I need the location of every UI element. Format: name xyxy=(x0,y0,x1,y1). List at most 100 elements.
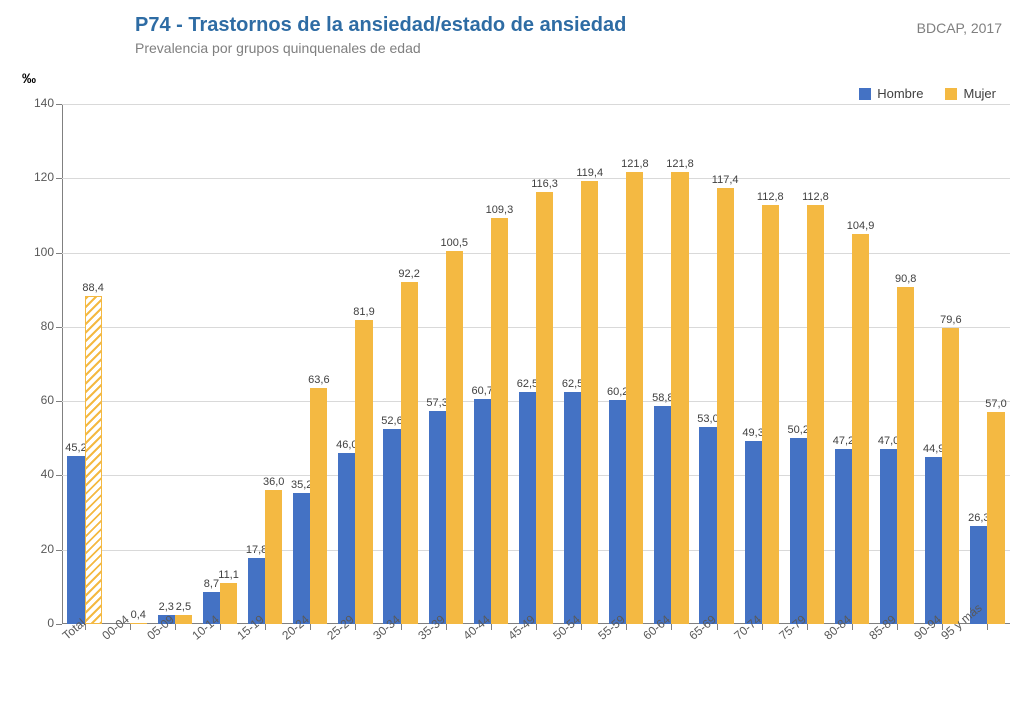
bar xyxy=(745,441,762,624)
bar xyxy=(626,172,643,624)
y-tick-label: 120 xyxy=(16,170,54,184)
x-tick xyxy=(310,624,311,630)
gridline xyxy=(62,104,1010,105)
legend-item-hombre: Hombre xyxy=(859,86,923,101)
legend-label-hombre: Hombre xyxy=(877,86,923,101)
x-tick xyxy=(265,624,266,630)
bar xyxy=(987,412,1004,624)
bar xyxy=(401,282,418,624)
data-label: 104,9 xyxy=(847,220,875,232)
y-tick-label: 60 xyxy=(16,393,54,407)
data-label: 62,5 xyxy=(517,378,538,390)
y-tick xyxy=(56,401,62,402)
data-label: 0,4 xyxy=(131,609,146,621)
data-label: 50,2 xyxy=(788,424,809,436)
y-tick-label: 100 xyxy=(16,245,54,259)
data-label: 90,8 xyxy=(895,273,916,285)
plot-area: 02040608010012014045,288,40,42,32,58,711… xyxy=(62,104,1010,624)
data-label: 49,3 xyxy=(742,427,763,439)
y-tick xyxy=(56,178,62,179)
y-tick xyxy=(56,624,62,625)
data-label: 45,2 xyxy=(65,442,86,454)
bar xyxy=(310,388,327,624)
chart-source: BDCAP, 2017 xyxy=(917,20,1002,36)
data-label: 121,8 xyxy=(621,158,649,170)
bar xyxy=(474,399,491,624)
bar xyxy=(85,296,102,624)
bar xyxy=(852,234,869,624)
data-label: 57,3 xyxy=(426,397,447,409)
x-tick xyxy=(987,624,988,630)
x-tick xyxy=(175,624,176,630)
x-tick xyxy=(671,624,672,630)
y-axis xyxy=(62,104,63,624)
bar xyxy=(654,406,671,624)
chart-container: P74 - Trastornos de la ansiedad/estado d… xyxy=(0,0,1024,708)
data-label: 109,3 xyxy=(486,204,514,216)
bar xyxy=(942,328,959,624)
data-label: 53,0 xyxy=(697,413,718,425)
bar xyxy=(564,392,581,624)
legend-swatch-mujer xyxy=(945,88,957,100)
x-tick xyxy=(220,624,221,630)
x-tick xyxy=(626,624,627,630)
chart-subtitle: Prevalencia por grupos quinquenales de e… xyxy=(135,40,421,56)
legend-item-mujer: Mujer xyxy=(945,86,996,101)
bar xyxy=(717,188,734,624)
y-tick xyxy=(56,327,62,328)
x-tick xyxy=(401,624,402,630)
x-tick xyxy=(717,624,718,630)
data-label: 116,3 xyxy=(531,178,558,190)
bar xyxy=(175,615,192,624)
bar xyxy=(897,287,914,624)
bar xyxy=(293,493,310,624)
data-label: 79,6 xyxy=(940,314,961,326)
bar xyxy=(355,320,372,624)
data-label: 81,9 xyxy=(353,306,374,318)
x-tick xyxy=(897,624,898,630)
data-label: 119,4 xyxy=(576,167,603,179)
y-tick-label: 20 xyxy=(16,542,54,556)
data-label: 112,8 xyxy=(757,191,784,203)
data-label: 11,1 xyxy=(218,569,239,581)
data-label: 92,2 xyxy=(398,268,419,280)
bar xyxy=(429,411,446,624)
bar xyxy=(130,623,147,624)
data-label: 47,0 xyxy=(878,435,899,447)
x-tick xyxy=(581,624,582,630)
data-label: 100,5 xyxy=(441,237,469,249)
x-tick xyxy=(852,624,853,630)
data-label: 121,8 xyxy=(666,158,694,170)
bar xyxy=(609,400,626,624)
bar xyxy=(265,490,282,624)
data-label: 36,0 xyxy=(263,476,284,488)
data-label: 8,7 xyxy=(204,578,219,590)
bar xyxy=(880,449,897,624)
x-tick xyxy=(130,624,131,630)
data-label: 58,8 xyxy=(652,392,673,404)
bar xyxy=(790,438,807,624)
legend: Hombre Mujer xyxy=(859,86,996,101)
data-label: 52,6 xyxy=(381,415,402,427)
bar xyxy=(491,218,508,624)
data-label: 57,0 xyxy=(985,398,1006,410)
data-label: 62,5 xyxy=(562,378,583,390)
y-tick-label: 80 xyxy=(16,319,54,333)
data-label: 44,9 xyxy=(923,443,944,455)
x-tick xyxy=(355,624,356,630)
bar xyxy=(807,205,824,624)
bar xyxy=(699,427,716,624)
y-tick xyxy=(56,104,62,105)
bar xyxy=(835,449,852,624)
y-tick-label: 40 xyxy=(16,467,54,481)
bar xyxy=(536,192,553,624)
data-label: 35,2 xyxy=(291,479,312,491)
bar xyxy=(220,583,237,624)
legend-swatch-hombre xyxy=(859,88,871,100)
data-label: 17,8 xyxy=(246,544,267,556)
x-tick xyxy=(807,624,808,630)
bar xyxy=(338,453,355,624)
bar xyxy=(581,181,598,624)
bar xyxy=(446,251,463,624)
x-tick xyxy=(762,624,763,630)
